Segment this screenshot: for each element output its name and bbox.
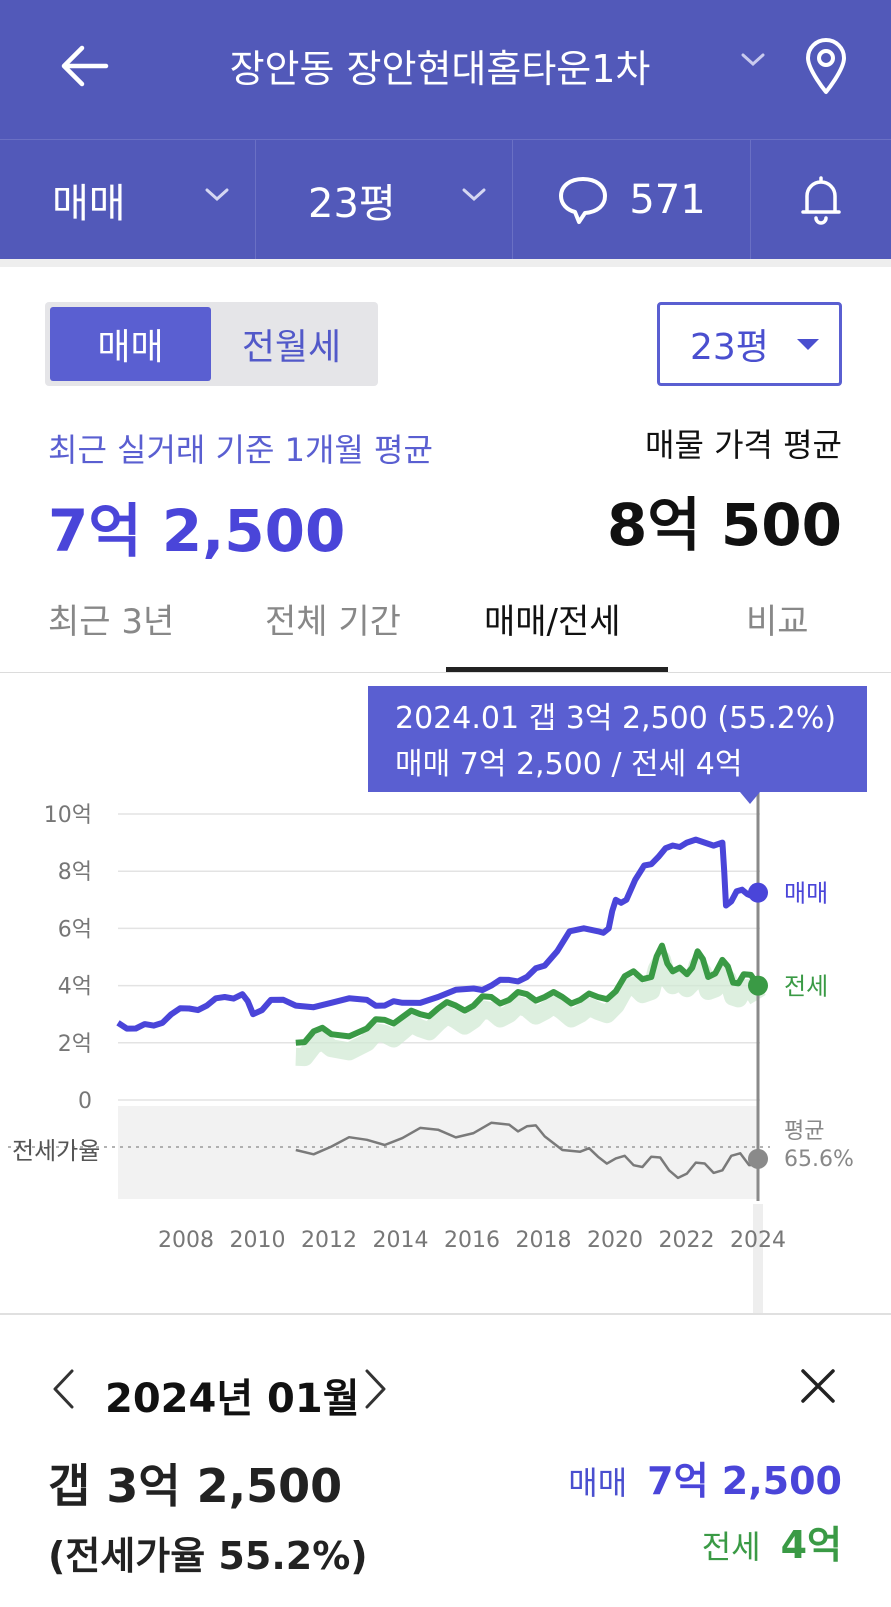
- tooltip-line-1: 2024.01 갭 3억 2,500 (55.2%): [395, 701, 837, 736]
- arrow-left-icon: [61, 45, 109, 87]
- x-tick-label: 2022: [659, 1228, 715, 1253]
- chevron-down-icon: [462, 188, 486, 202]
- y-tick-label: 10억: [44, 803, 92, 828]
- month-navigator: 2024년 01월: [50, 1362, 850, 1422]
- jeonse-series-line: [295, 942, 761, 1046]
- triangle-down-icon: [797, 339, 819, 350]
- divider: [0, 1313, 891, 1315]
- sale-label: 매매: [568, 1464, 628, 1502]
- ratio-axis-label: 전세가율: [12, 1137, 100, 1165]
- size-select[interactable]: 23평: [256, 140, 513, 260]
- price-chart[interactable]: 10억 8억 6억 4억 2억 0 전세가율 2008 2010 2012 2014 2016 2018…: [0, 674, 891, 1314]
- tab-sale-jeonse[interactable]: 매매/전세: [484, 602, 621, 642]
- trade-type-select[interactable]: 매매: [0, 140, 256, 260]
- y-tick-label: 0: [78, 1089, 92, 1114]
- chevron-left-icon[interactable]: [50, 1368, 76, 1410]
- active-tab-indicator: [446, 667, 668, 672]
- filter-bar: 매매 23평 571: [0, 139, 891, 260]
- tooltip-line-2: 매매 7억 2,500 / 전세 4억: [395, 747, 743, 782]
- size-dropdown-value: 23평: [690, 327, 769, 368]
- period-tabs: 최근 3년 전체 기간 매매/전세 비교: [0, 580, 891, 673]
- jeonse-ratio: (전세가율 55.2%): [48, 1534, 368, 1578]
- sale-series-line: [116, 836, 760, 1032]
- jeonse-range-band: [295, 950, 766, 1067]
- back-button[interactable]: [52, 34, 116, 98]
- alert-button[interactable]: [751, 140, 891, 260]
- chevron-right-icon[interactable]: [363, 1368, 389, 1410]
- chevron-down-icon[interactable]: [740, 52, 766, 68]
- top-app-bar: 장안동 장안현대홈타운1차: [0, 0, 891, 139]
- y-tick-label: 6억: [58, 917, 92, 942]
- listing-average-value: 8억 500: [607, 491, 842, 559]
- ratio-average-label: 평균: [784, 1119, 824, 1144]
- trade-type-label: 매매: [52, 181, 126, 227]
- y-tick-label: 8억: [58, 860, 92, 885]
- ratio-marker: [748, 1148, 768, 1169]
- tooltip-arrow: [740, 792, 760, 804]
- tab-compare[interactable]: 비교: [746, 602, 809, 642]
- speech-bubble-icon: [559, 177, 608, 224]
- recent-average-value: 7억 2,500: [48, 497, 346, 565]
- sale-marker: [748, 882, 768, 903]
- size-label: 23평: [308, 181, 396, 227]
- comments-button[interactable]: 571: [513, 140, 751, 260]
- listing-average-label: 매물 가격 평균: [645, 426, 842, 464]
- jeonse-series-label: 전세: [784, 973, 828, 1001]
- jeonse-value: 4억: [780, 1523, 842, 1567]
- sale-value: 7억 2,500: [647, 1459, 842, 1503]
- comment-count: 571: [629, 177, 706, 223]
- divider: [0, 259, 891, 267]
- ratio-average-value: 65.6%: [784, 1147, 854, 1172]
- x-tick-label: 2018: [516, 1228, 572, 1253]
- x-tick-label: 2012: [301, 1228, 357, 1253]
- tab-all-period[interactable]: 전체 기간: [265, 602, 401, 642]
- y-tick-label: 4억: [58, 975, 92, 1000]
- jeonse-label: 전세: [701, 1528, 761, 1566]
- recent-average-label: 최근 실거래 기준 1개월 평균: [48, 431, 433, 469]
- y-tick-label: 2억: [58, 1032, 92, 1057]
- x-tick-label: 2014: [373, 1228, 429, 1253]
- sale-price-row: 매매 7억 2,500: [568, 1450, 842, 1505]
- chart-svg[interactable]: 10억 8억 6억 4억 2억 0 전세가율 2008 2010 2012 2014 2016 2018…: [0, 674, 891, 1314]
- tab-recent-3y[interactable]: 최근 3년: [48, 602, 175, 642]
- x-tick-label: 2016: [444, 1228, 500, 1253]
- ratio-band: [118, 1106, 758, 1199]
- cursor-shadow: [753, 1204, 763, 1314]
- chevron-down-icon: [205, 188, 229, 202]
- segment-rent[interactable]: 전월세: [241, 327, 342, 368]
- gap-amount: 갭 3억 2,500: [48, 1459, 343, 1513]
- map-pin-icon[interactable]: [804, 38, 848, 96]
- chart-tooltip: 2024.01 갭 3억 2,500 (55.2%) 매매 7억 2,500 /…: [368, 686, 867, 804]
- close-icon[interactable]: [800, 1368, 836, 1404]
- segment-sale[interactable]: 매매: [50, 307, 211, 381]
- x-tick-label: 2024: [730, 1228, 786, 1253]
- x-tick-label: 2020: [587, 1228, 643, 1253]
- apartment-title[interactable]: 장안동 장안현대홈타운1차: [229, 47, 651, 91]
- sale-series-label: 매매: [784, 880, 828, 908]
- selected-month: 2024년 01월: [105, 1376, 360, 1422]
- jeonse-price-row: 전세 4억: [702, 1514, 842, 1569]
- x-tick-label: 2010: [230, 1228, 286, 1253]
- jeonse-marker: [748, 975, 768, 996]
- x-tick-label: 2008: [158, 1228, 214, 1253]
- bell-icon: [801, 176, 841, 225]
- ratio-series-line: [295, 1121, 759, 1180]
- size-dropdown[interactable]: 23평: [657, 302, 842, 386]
- trade-segment-control: 매매 전월세: [45, 302, 378, 386]
